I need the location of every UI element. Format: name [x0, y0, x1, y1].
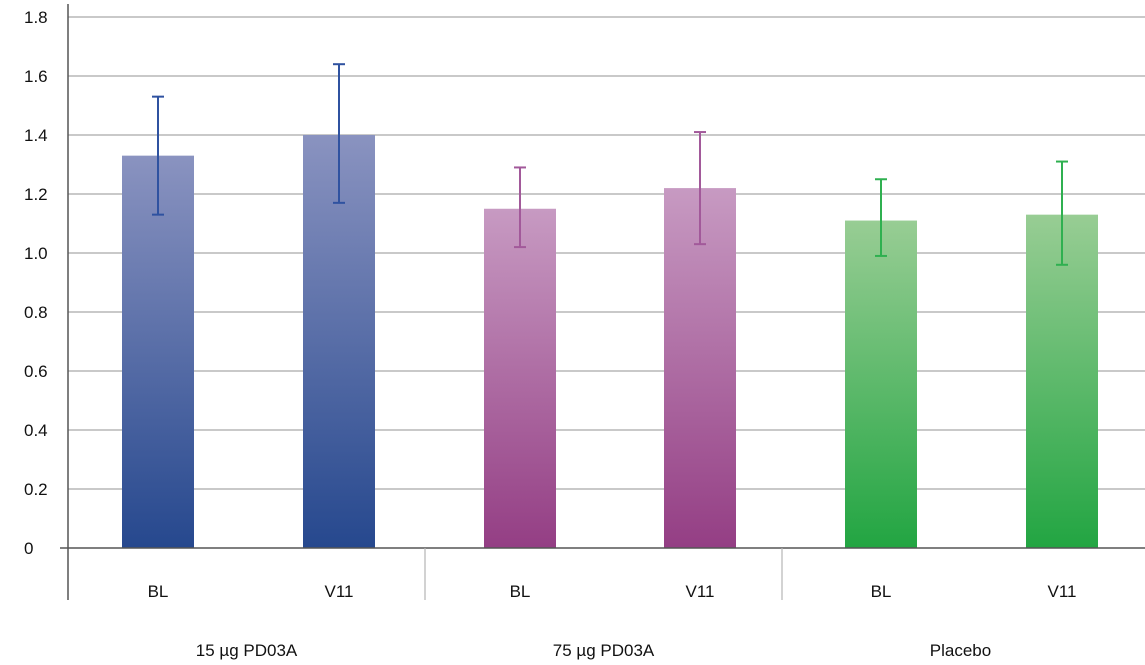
- y-tick-label: 1.4: [24, 126, 48, 145]
- y-tick-label: 1.2: [24, 185, 48, 204]
- category-label: V11: [325, 582, 354, 601]
- bar-15-g-pd03a-bl: [122, 155, 194, 548]
- y-tick-label: 1.6: [24, 67, 48, 86]
- category-label: V11: [1048, 582, 1077, 601]
- group-label: Placebo: [930, 641, 991, 660]
- category-label: V11: [686, 582, 715, 601]
- group-label: 75 µg PD03A: [553, 641, 655, 660]
- error-bar: [1056, 160, 1068, 266]
- labels: 0 0.2 0.4 0.6 0.8 1.0 1.2 1.4 1.6 1.8 BL V11 15 µg P…: [24, 8, 1077, 660]
- error-bar: [333, 63, 345, 204]
- bars: [122, 135, 1098, 549]
- y-tick-label: 0.6: [24, 362, 48, 381]
- bar-placebo-v11: [1026, 214, 1098, 548]
- y-tick-label: 1.0: [24, 244, 48, 263]
- error-bar: [152, 95, 164, 216]
- bar-placebo-bl: [845, 220, 917, 549]
- y-tick-label: 1.8: [24, 8, 48, 27]
- group-label: 15 µg PD03A: [196, 641, 298, 660]
- bar-75-g-pd03a-bl: [484, 208, 556, 548]
- category-label: BL: [871, 582, 892, 601]
- y-tick-label: 0.2: [24, 480, 48, 499]
- axes: [60, 4, 1145, 600]
- error-bars: [152, 63, 1068, 266]
- category-label: BL: [510, 582, 531, 601]
- bar-75-g-pd03a-v11: [664, 188, 736, 548]
- error-bar: [514, 166, 526, 249]
- y-tick-label: 0.4: [24, 421, 48, 440]
- error-bar: [694, 131, 706, 246]
- y-tick-label: 0: [24, 539, 33, 558]
- gridlines: [68, 16, 1145, 490]
- y-tick-label: 0.8: [24, 303, 48, 322]
- error-bar: [875, 178, 887, 257]
- category-label: BL: [148, 582, 169, 601]
